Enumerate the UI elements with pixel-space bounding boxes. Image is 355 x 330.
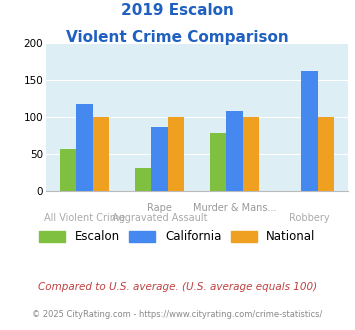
Bar <box>76 104 93 191</box>
Bar <box>210 133 226 191</box>
Bar <box>243 117 259 191</box>
Text: Aggravated Assault: Aggravated Assault <box>112 213 207 223</box>
Legend: Escalon, California, National: Escalon, California, National <box>39 230 316 243</box>
Text: Compared to U.S. average. (U.S. average equals 100): Compared to U.S. average. (U.S. average … <box>38 282 317 292</box>
Text: Murder & Mans...: Murder & Mans... <box>193 203 276 213</box>
Text: Robbery: Robbery <box>289 213 330 223</box>
Bar <box>93 117 109 191</box>
Bar <box>301 71 318 191</box>
Text: © 2025 CityRating.com - https://www.cityrating.com/crime-statistics/: © 2025 CityRating.com - https://www.city… <box>32 310 323 319</box>
Bar <box>60 149 76 191</box>
Text: Rape: Rape <box>147 203 172 213</box>
Bar <box>135 168 151 191</box>
Text: All Violent Crime: All Violent Crime <box>44 213 125 223</box>
Text: Violent Crime Comparison: Violent Crime Comparison <box>66 30 289 45</box>
Bar <box>168 117 184 191</box>
Text: 2019 Escalon: 2019 Escalon <box>121 3 234 18</box>
Bar <box>151 127 168 191</box>
Bar <box>318 117 334 191</box>
Bar <box>226 111 243 191</box>
